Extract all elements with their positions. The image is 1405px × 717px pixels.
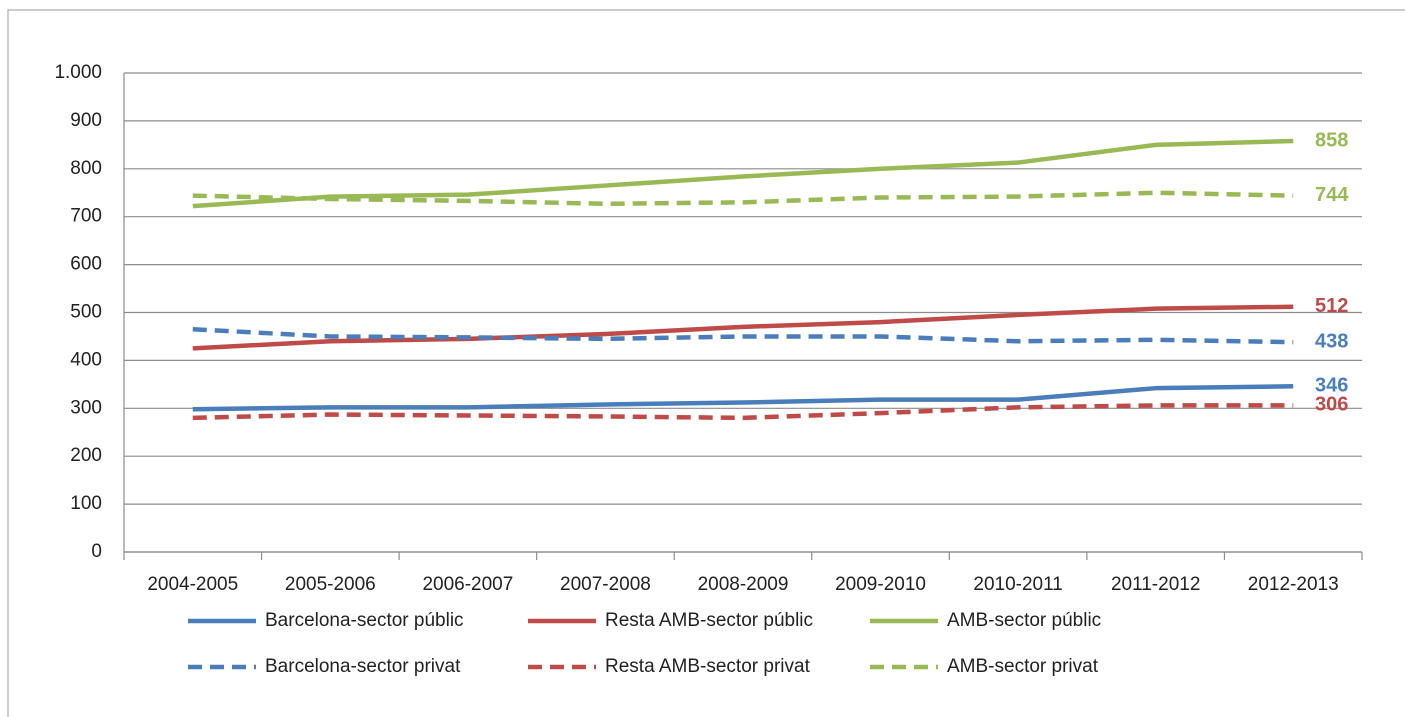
end-label: 438: [1315, 330, 1348, 352]
x-tick-label: 2005-2006: [285, 574, 376, 595]
x-tick-label: 2008-2009: [698, 574, 789, 595]
end-label: 346: [1315, 375, 1348, 397]
legend-label: Barcelona-sector públic: [265, 610, 464, 631]
end-label: 512: [1315, 295, 1348, 317]
x-tick-label: 2010-2011: [973, 574, 1062, 595]
y-tick-label: 1.000: [54, 62, 102, 83]
legend-label: AMB-sector privat: [947, 656, 1099, 677]
series-line: [192, 403, 1294, 421]
x-tick-label: 2007-2008: [560, 574, 651, 595]
x-tick-label: 2011-2012: [1111, 574, 1200, 595]
x-tick-label: 2004-2005: [147, 574, 238, 595]
y-tick-label: 600: [70, 254, 102, 275]
y-tick-label: 900: [70, 110, 102, 131]
series-line: [192, 327, 1294, 345]
y-tick-label: 300: [70, 397, 102, 418]
y-tick-label: 400: [70, 349, 102, 370]
y-tick-label: 200: [70, 445, 102, 466]
legend-label: AMB-sector públic: [947, 610, 1101, 631]
frame: [7, 9, 1405, 717]
x-tick-label: 2009-2010: [835, 574, 926, 595]
legend-label: Resta AMB-sector públic: [605, 610, 813, 631]
legend-label: Resta AMB-sector privat: [605, 656, 811, 677]
y-tick-label: 100: [70, 493, 102, 514]
y-tick-label: 700: [70, 206, 102, 227]
series-line: [192, 304, 1294, 351]
y-tick-label: 0: [91, 541, 102, 562]
end-label: 858: [1315, 129, 1348, 151]
legend-label: Barcelona-sector privat: [265, 656, 461, 677]
y-tick-label: 800: [70, 158, 102, 179]
x-tick-label: 2012-2013: [1248, 574, 1339, 595]
series-line: [192, 190, 1294, 207]
end-label: 306: [1315, 394, 1348, 416]
series-line: [192, 138, 1294, 209]
x-tick-label: 2006-2007: [422, 574, 513, 595]
end-label: 744: [1315, 184, 1349, 206]
y-tick-label: 500: [70, 302, 102, 323]
series-line: [192, 384, 1294, 412]
